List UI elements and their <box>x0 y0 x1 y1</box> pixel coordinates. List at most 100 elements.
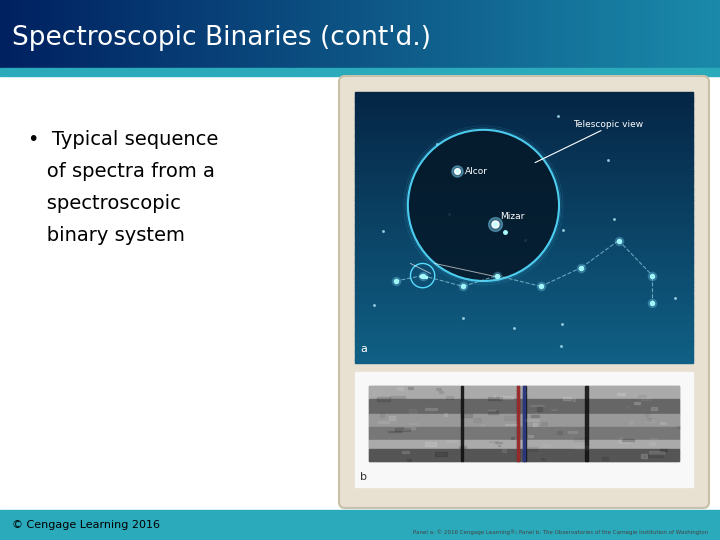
Bar <box>355 211 693 214</box>
Bar <box>652 407 657 410</box>
Bar <box>355 324 693 327</box>
Bar <box>54 0 58 68</box>
Bar <box>355 113 693 117</box>
Bar <box>355 192 693 195</box>
Bar <box>355 173 693 176</box>
Bar <box>355 313 693 316</box>
Bar <box>40 0 43 68</box>
Bar <box>101 0 104 68</box>
Bar <box>612 0 616 68</box>
Bar <box>355 170 693 173</box>
Bar <box>198 0 202 68</box>
Bar <box>162 0 166 68</box>
Bar <box>409 409 416 413</box>
Bar <box>649 442 654 445</box>
Bar <box>443 0 446 68</box>
Bar <box>552 409 557 410</box>
Bar <box>238 0 241 68</box>
Bar <box>492 395 495 397</box>
Text: of spectra from a: of spectra from a <box>28 162 215 181</box>
Bar <box>355 213 693 217</box>
Bar <box>646 420 654 422</box>
Bar <box>367 0 371 68</box>
Bar <box>495 442 502 443</box>
Bar <box>97 0 101 68</box>
Bar <box>623 0 626 68</box>
Bar <box>528 435 533 437</box>
Bar <box>355 116 693 119</box>
Bar <box>234 0 238 68</box>
Bar <box>355 92 693 362</box>
Bar <box>504 416 516 420</box>
Bar <box>355 348 693 352</box>
Bar <box>169 0 173 68</box>
Bar <box>576 0 580 68</box>
Bar <box>355 335 693 338</box>
Bar <box>644 413 649 416</box>
Bar <box>634 402 640 404</box>
Bar <box>86 0 90 68</box>
Bar <box>500 0 504 68</box>
Bar <box>677 426 680 428</box>
Bar <box>355 151 693 154</box>
Bar <box>647 418 651 421</box>
Bar <box>25 0 29 68</box>
Bar <box>488 409 495 410</box>
Bar <box>670 0 673 68</box>
Bar <box>248 0 252 68</box>
Bar <box>474 418 480 422</box>
Bar <box>355 159 693 163</box>
Bar <box>436 388 441 390</box>
Bar <box>378 421 389 423</box>
Bar <box>355 202 693 206</box>
Bar <box>355 343 693 346</box>
Bar <box>525 420 539 421</box>
Bar <box>306 0 310 68</box>
Bar <box>515 0 518 68</box>
Bar <box>522 0 526 68</box>
Bar <box>557 431 562 434</box>
Bar <box>649 451 664 454</box>
Bar <box>18 0 22 68</box>
Bar <box>695 0 698 68</box>
Bar <box>355 167 693 171</box>
Bar <box>355 259 693 262</box>
Bar <box>355 184 693 187</box>
Bar <box>355 289 693 292</box>
Bar <box>355 372 693 487</box>
Bar <box>355 254 693 257</box>
Bar <box>355 297 693 300</box>
Bar <box>355 267 693 271</box>
Bar <box>61 0 65 68</box>
Bar <box>355 354 693 357</box>
Bar <box>355 122 693 125</box>
Bar <box>425 0 428 68</box>
Bar <box>374 0 378 68</box>
Bar <box>355 230 693 233</box>
Bar <box>355 346 693 349</box>
Bar <box>426 408 437 409</box>
Bar <box>230 0 234 68</box>
Bar <box>245 0 248 68</box>
Bar <box>713 0 716 68</box>
Bar <box>148 0 151 68</box>
Bar <box>355 227 693 230</box>
Bar <box>317 0 320 68</box>
Bar <box>266 0 270 68</box>
Bar <box>11 0 14 68</box>
Bar <box>517 386 519 461</box>
Bar <box>355 256 693 260</box>
Bar <box>583 0 587 68</box>
Bar <box>355 148 693 152</box>
Bar <box>364 0 367 68</box>
Bar <box>497 0 500 68</box>
Bar <box>7 0 11 68</box>
Bar <box>392 0 396 68</box>
Bar <box>355 246 693 249</box>
Bar <box>601 0 605 68</box>
Bar <box>313 0 317 68</box>
Bar <box>241 0 245 68</box>
Bar <box>540 0 544 68</box>
Bar <box>585 386 588 461</box>
Text: Mizar: Mizar <box>500 212 524 221</box>
